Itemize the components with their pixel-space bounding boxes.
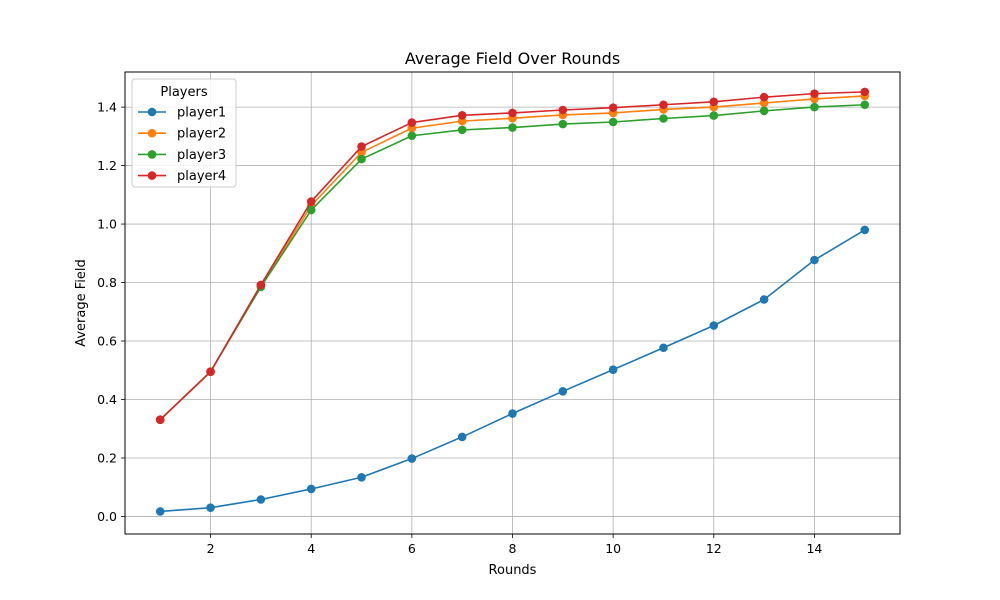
legend-item-player4: player4 — [138, 169, 226, 184]
data-point-player3 — [457, 125, 467, 135]
data-point-player1 — [860, 225, 870, 235]
data-point-player4 — [256, 280, 266, 290]
y-tick-label: 0.6 — [97, 334, 117, 349]
data-point-player4 — [659, 100, 668, 110]
legend-swatch-marker — [147, 150, 157, 159]
data-point-player3 — [860, 100, 870, 110]
data-point-player3 — [608, 117, 618, 127]
y-tick-label: 0.8 — [97, 275, 117, 290]
x-tick-label: 4 — [307, 541, 315, 556]
legend-label: player2 — [177, 127, 226, 142]
data-point-player1 — [357, 472, 366, 482]
legend: Players player1 player2 player3 player4 — [131, 78, 237, 188]
legend-entries: player1 player2 player3 player4 — [138, 106, 226, 184]
data-point-player1 — [558, 387, 568, 396]
y-axis-label: Average Field — [74, 259, 89, 347]
y-tick-label: 0.4 — [97, 392, 117, 407]
y-tick-label: 1.0 — [97, 217, 117, 232]
data-point-player1 — [659, 343, 668, 353]
data-point-player1 — [709, 321, 719, 330]
data-point-player4 — [860, 87, 870, 97]
series-group — [155, 87, 870, 516]
data-point-player4 — [608, 103, 618, 112]
data-point-player3 — [407, 131, 417, 141]
legend-swatch-marker — [147, 128, 157, 138]
data-point-player1 — [759, 295, 769, 304]
series-player1 — [155, 225, 870, 516]
grid — [125, 72, 900, 534]
data-point-player3 — [558, 119, 568, 129]
x-tick-label: 10 — [605, 541, 621, 556]
x-tick-label: 2 — [207, 541, 215, 556]
legend-item-player3: player3 — [138, 148, 226, 163]
data-point-player1 — [206, 503, 215, 512]
data-point-player1 — [155, 507, 165, 516]
data-point-player4 — [357, 142, 366, 151]
data-point-player1 — [407, 454, 417, 463]
data-point-player1 — [508, 409, 517, 418]
x-tick-label: 14 — [806, 541, 822, 556]
data-point-player3 — [357, 154, 366, 164]
data-point-player4 — [155, 415, 165, 424]
y-tick-label: 1.4 — [97, 100, 117, 115]
legend-item-player1: player1 — [138, 106, 226, 121]
data-point-player4 — [206, 367, 215, 377]
chart-title: Average Field Over Rounds — [405, 49, 620, 68]
data-point-player4 — [558, 105, 568, 115]
data-point-player1 — [306, 484, 316, 494]
data-point-player4 — [508, 108, 517, 118]
legend-swatch-marker — [147, 171, 157, 180]
data-point-player4 — [810, 89, 819, 98]
data-point-player4 — [457, 110, 467, 120]
legend-label: player3 — [177, 148, 226, 163]
x-tick-label: 12 — [706, 541, 722, 556]
data-point-player4 — [407, 118, 417, 127]
series-player3 — [155, 100, 870, 424]
data-point-player1 — [457, 432, 467, 442]
axis-ticks: 2 4 6 8 10 12 14 0.0 0.2 0.4 0.6 0.8 1.0 1.2 1.4 — [97, 100, 822, 556]
x-axis-label: Rounds — [489, 563, 537, 578]
data-point-player4 — [306, 197, 316, 206]
legend-swatch-marker — [147, 107, 157, 117]
data-point-player3 — [659, 114, 668, 123]
y-tick-label: 0.2 — [97, 450, 117, 465]
data-point-player4 — [759, 92, 769, 102]
data-point-player1 — [810, 255, 819, 265]
series-player4 — [155, 87, 870, 424]
x-tick-label: 6 — [408, 541, 416, 556]
y-tick-label: 1.2 — [97, 158, 117, 173]
x-tick-label: 8 — [509, 541, 517, 556]
legend-title: Players — [160, 85, 207, 100]
data-point-player4 — [709, 97, 719, 107]
data-point-player3 — [759, 106, 769, 116]
data-point-player3 — [810, 102, 819, 112]
data-point-player1 — [608, 365, 618, 374]
legend-label: player1 — [177, 106, 226, 121]
legend-label: player4 — [177, 169, 226, 184]
legend-box — [131, 78, 237, 188]
data-point-player3 — [508, 123, 517, 132]
data-point-player3 — [709, 111, 719, 120]
legend-item-player2: player2 — [138, 127, 226, 142]
data-point-player3 — [306, 205, 316, 215]
data-point-player1 — [256, 495, 266, 504]
y-tick-label: 0.0 — [97, 509, 117, 524]
